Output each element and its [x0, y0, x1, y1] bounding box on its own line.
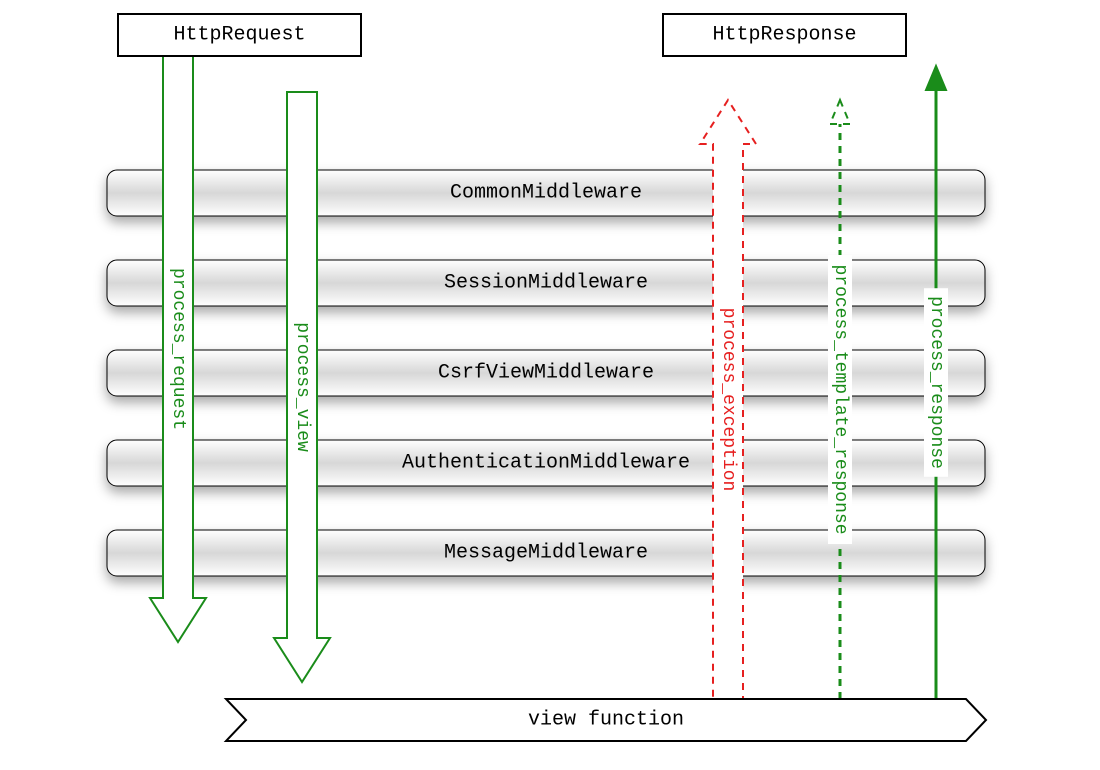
arrow-label: process_request: [168, 268, 188, 430]
arrow-label: process_response: [926, 296, 946, 469]
arrow-label: process_view: [292, 322, 312, 452]
request-box: HttpRequest: [118, 14, 361, 56]
arrow-label: process_exception: [718, 308, 738, 492]
response-label: HttpResponse: [712, 24, 856, 47]
middleware-label: CsrfViewMiddleware: [438, 362, 654, 385]
response-box: HttpResponse: [663, 14, 906, 56]
middleware-label: AuthenticationMiddleware: [402, 452, 690, 475]
request-label: HttpRequest: [173, 24, 305, 47]
view-function-box: view function: [226, 699, 986, 741]
middleware-label: SessionMiddleware: [444, 272, 648, 295]
middleware-label: CommonMiddleware: [450, 182, 642, 205]
view-function-label: view function: [528, 709, 684, 732]
middleware-label: MessageMiddleware: [444, 542, 648, 565]
arrow-label: process_template_response: [830, 264, 850, 534]
